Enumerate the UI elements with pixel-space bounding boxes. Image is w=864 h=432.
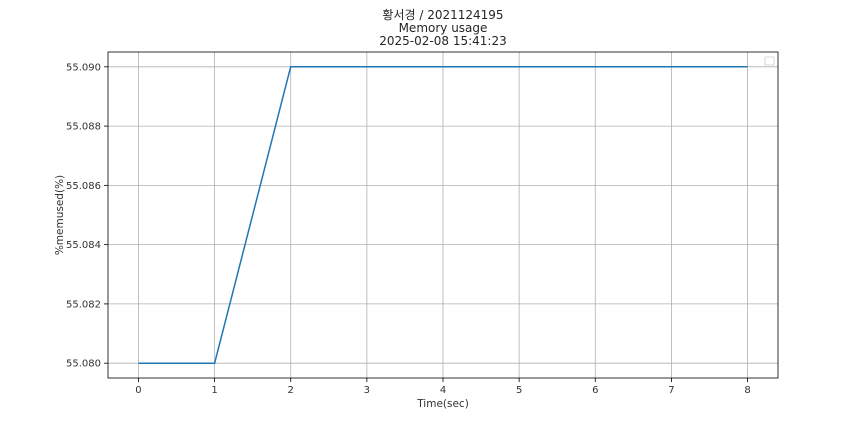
series-layer <box>138 66 748 364</box>
tick-layer: 0 1 2 3 4 5 6 7 8 55.080 55.082 55.084 55.086 55.088 5… <box>66 62 751 396</box>
chart-title-line-3: 2025-02-08 15:41:23 <box>379 34 507 48</box>
x-tick-label: 7 <box>668 385 674 396</box>
y-tick-label: 55.090 <box>66 62 101 73</box>
x-axis-label: Time(sec) <box>416 398 469 410</box>
x-tick-label: 0 <box>135 385 141 396</box>
y-tick-label: 55.084 <box>66 240 101 251</box>
y-axis-label: %memused(%) <box>54 175 66 255</box>
y-tick-label: 55.080 <box>66 359 101 370</box>
x-tick-label: 3 <box>364 385 370 396</box>
x-tick-label: 4 <box>440 385 446 396</box>
x-tick-label: 6 <box>592 385 598 396</box>
grid-layer <box>108 52 778 378</box>
legend-box <box>764 56 775 66</box>
y-tick-label: 55.086 <box>66 181 101 192</box>
series-line <box>138 66 748 364</box>
x-tick-label: 2 <box>288 385 294 396</box>
plot-frame <box>107 51 779 379</box>
x-tick-label: 1 <box>211 385 217 396</box>
y-tick-label: 55.088 <box>66 122 101 133</box>
chart-title-line-1: 황서경 / 2021124195 <box>382 8 504 22</box>
x-tick-label: 8 <box>744 385 750 396</box>
x-tick-label: 5 <box>516 385 522 396</box>
chart-title-line-2: Memory usage <box>398 21 488 35</box>
y-tick-label: 55.082 <box>66 299 101 310</box>
